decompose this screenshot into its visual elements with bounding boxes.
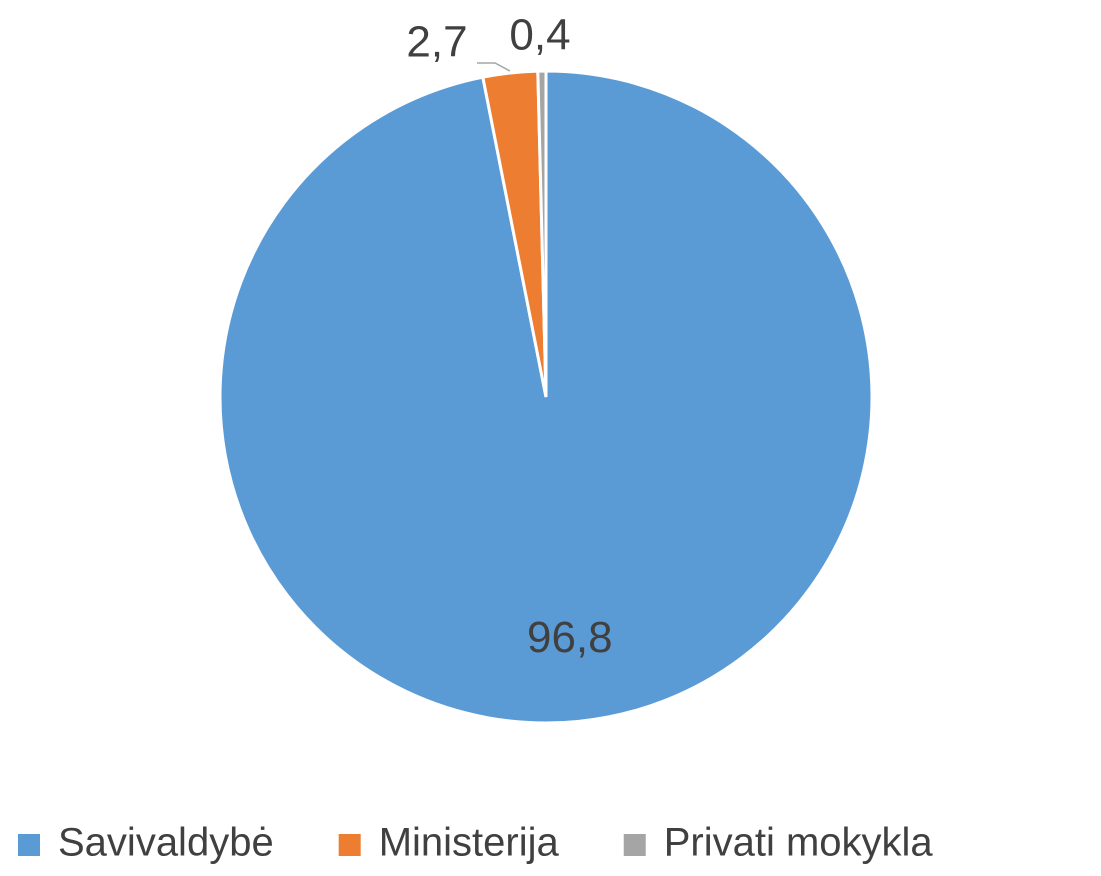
legend-label: Privati mokykla bbox=[664, 821, 934, 865]
legend-swatch bbox=[18, 834, 40, 856]
pie-slice bbox=[536, 69, 548, 398]
data-label: 0,4 bbox=[509, 11, 570, 60]
legend-swatch bbox=[623, 834, 646, 856]
legend-label: Ministerija bbox=[379, 821, 560, 865]
leader-line bbox=[477, 62, 511, 72]
legend-swatch bbox=[338, 834, 361, 856]
data-label: 96,8 bbox=[527, 613, 613, 662]
legend-label: Savivaldybė bbox=[58, 821, 274, 865]
data-label: 2,7 bbox=[406, 18, 467, 67]
